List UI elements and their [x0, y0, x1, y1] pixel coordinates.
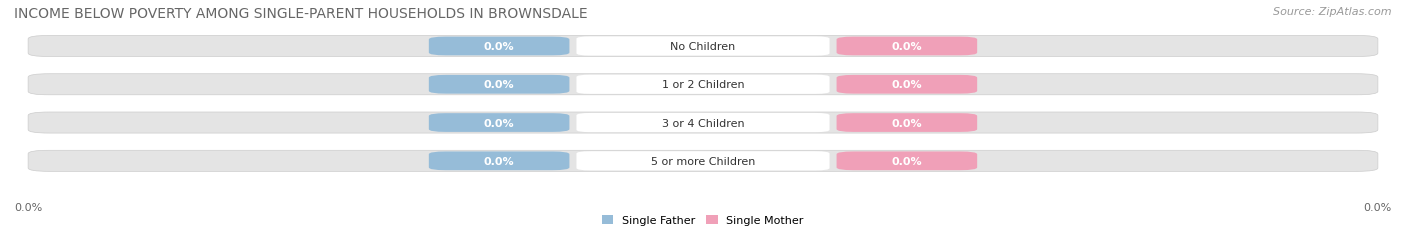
- FancyBboxPatch shape: [837, 114, 977, 132]
- Text: 0.0%: 0.0%: [14, 203, 42, 213]
- FancyBboxPatch shape: [429, 37, 569, 56]
- Text: 0.0%: 0.0%: [1364, 203, 1392, 213]
- FancyBboxPatch shape: [837, 76, 977, 94]
- FancyBboxPatch shape: [429, 152, 569, 170]
- Text: 0.0%: 0.0%: [484, 80, 515, 90]
- FancyBboxPatch shape: [28, 36, 1378, 57]
- FancyBboxPatch shape: [837, 152, 977, 170]
- Text: 0.0%: 0.0%: [484, 156, 515, 166]
- Text: 0.0%: 0.0%: [891, 118, 922, 128]
- FancyBboxPatch shape: [429, 76, 569, 94]
- Text: No Children: No Children: [671, 42, 735, 52]
- Text: 3 or 4 Children: 3 or 4 Children: [662, 118, 744, 128]
- FancyBboxPatch shape: [837, 37, 977, 56]
- Text: Source: ZipAtlas.com: Source: ZipAtlas.com: [1274, 7, 1392, 17]
- Text: 0.0%: 0.0%: [891, 42, 922, 52]
- Text: 0.0%: 0.0%: [484, 42, 515, 52]
- FancyBboxPatch shape: [576, 75, 830, 94]
- Legend: Single Father, Single Mother: Single Father, Single Mother: [602, 215, 804, 225]
- Text: 5 or more Children: 5 or more Children: [651, 156, 755, 166]
- FancyBboxPatch shape: [429, 114, 569, 132]
- Text: 1 or 2 Children: 1 or 2 Children: [662, 80, 744, 90]
- FancyBboxPatch shape: [576, 37, 830, 56]
- FancyBboxPatch shape: [28, 112, 1378, 134]
- FancyBboxPatch shape: [576, 152, 830, 171]
- FancyBboxPatch shape: [576, 113, 830, 133]
- Text: 0.0%: 0.0%: [891, 156, 922, 166]
- Text: 0.0%: 0.0%: [484, 118, 515, 128]
- Text: INCOME BELOW POVERTY AMONG SINGLE-PARENT HOUSEHOLDS IN BROWNSDALE: INCOME BELOW POVERTY AMONG SINGLE-PARENT…: [14, 7, 588, 21]
- FancyBboxPatch shape: [28, 74, 1378, 95]
- FancyBboxPatch shape: [28, 151, 1378, 172]
- Text: 0.0%: 0.0%: [891, 80, 922, 90]
